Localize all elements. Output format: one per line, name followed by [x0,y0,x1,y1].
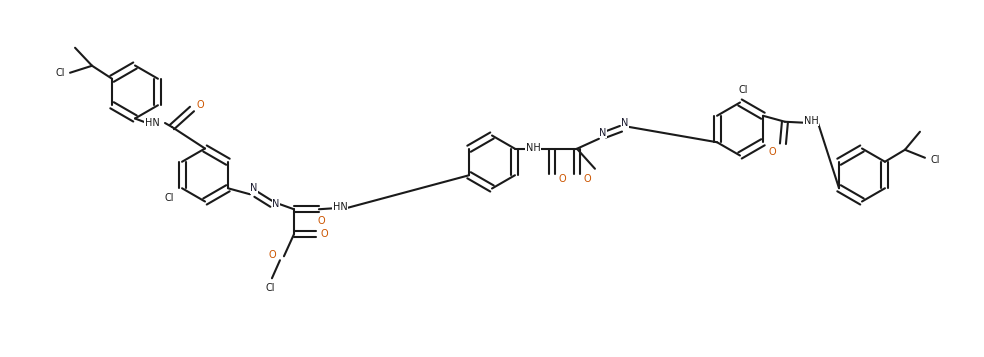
Text: N: N [599,128,607,138]
Text: N: N [250,183,258,193]
Text: Cl: Cl [930,155,940,165]
Text: O: O [769,147,775,157]
Text: NH: NH [804,116,819,126]
Text: O: O [268,250,276,260]
Text: O: O [320,229,328,239]
Text: N: N [273,199,279,209]
Text: O: O [558,174,566,184]
Text: Cl: Cl [55,68,65,78]
Text: N: N [621,118,629,128]
Text: O: O [317,216,325,226]
Text: HN: HN [333,202,347,212]
Text: NH: NH [525,143,540,153]
Text: O: O [196,100,204,110]
Text: Cl: Cl [164,193,174,203]
Text: HN: HN [145,118,159,128]
Text: Cl: Cl [266,283,275,293]
Text: O: O [584,174,590,184]
Text: Cl: Cl [738,85,748,95]
